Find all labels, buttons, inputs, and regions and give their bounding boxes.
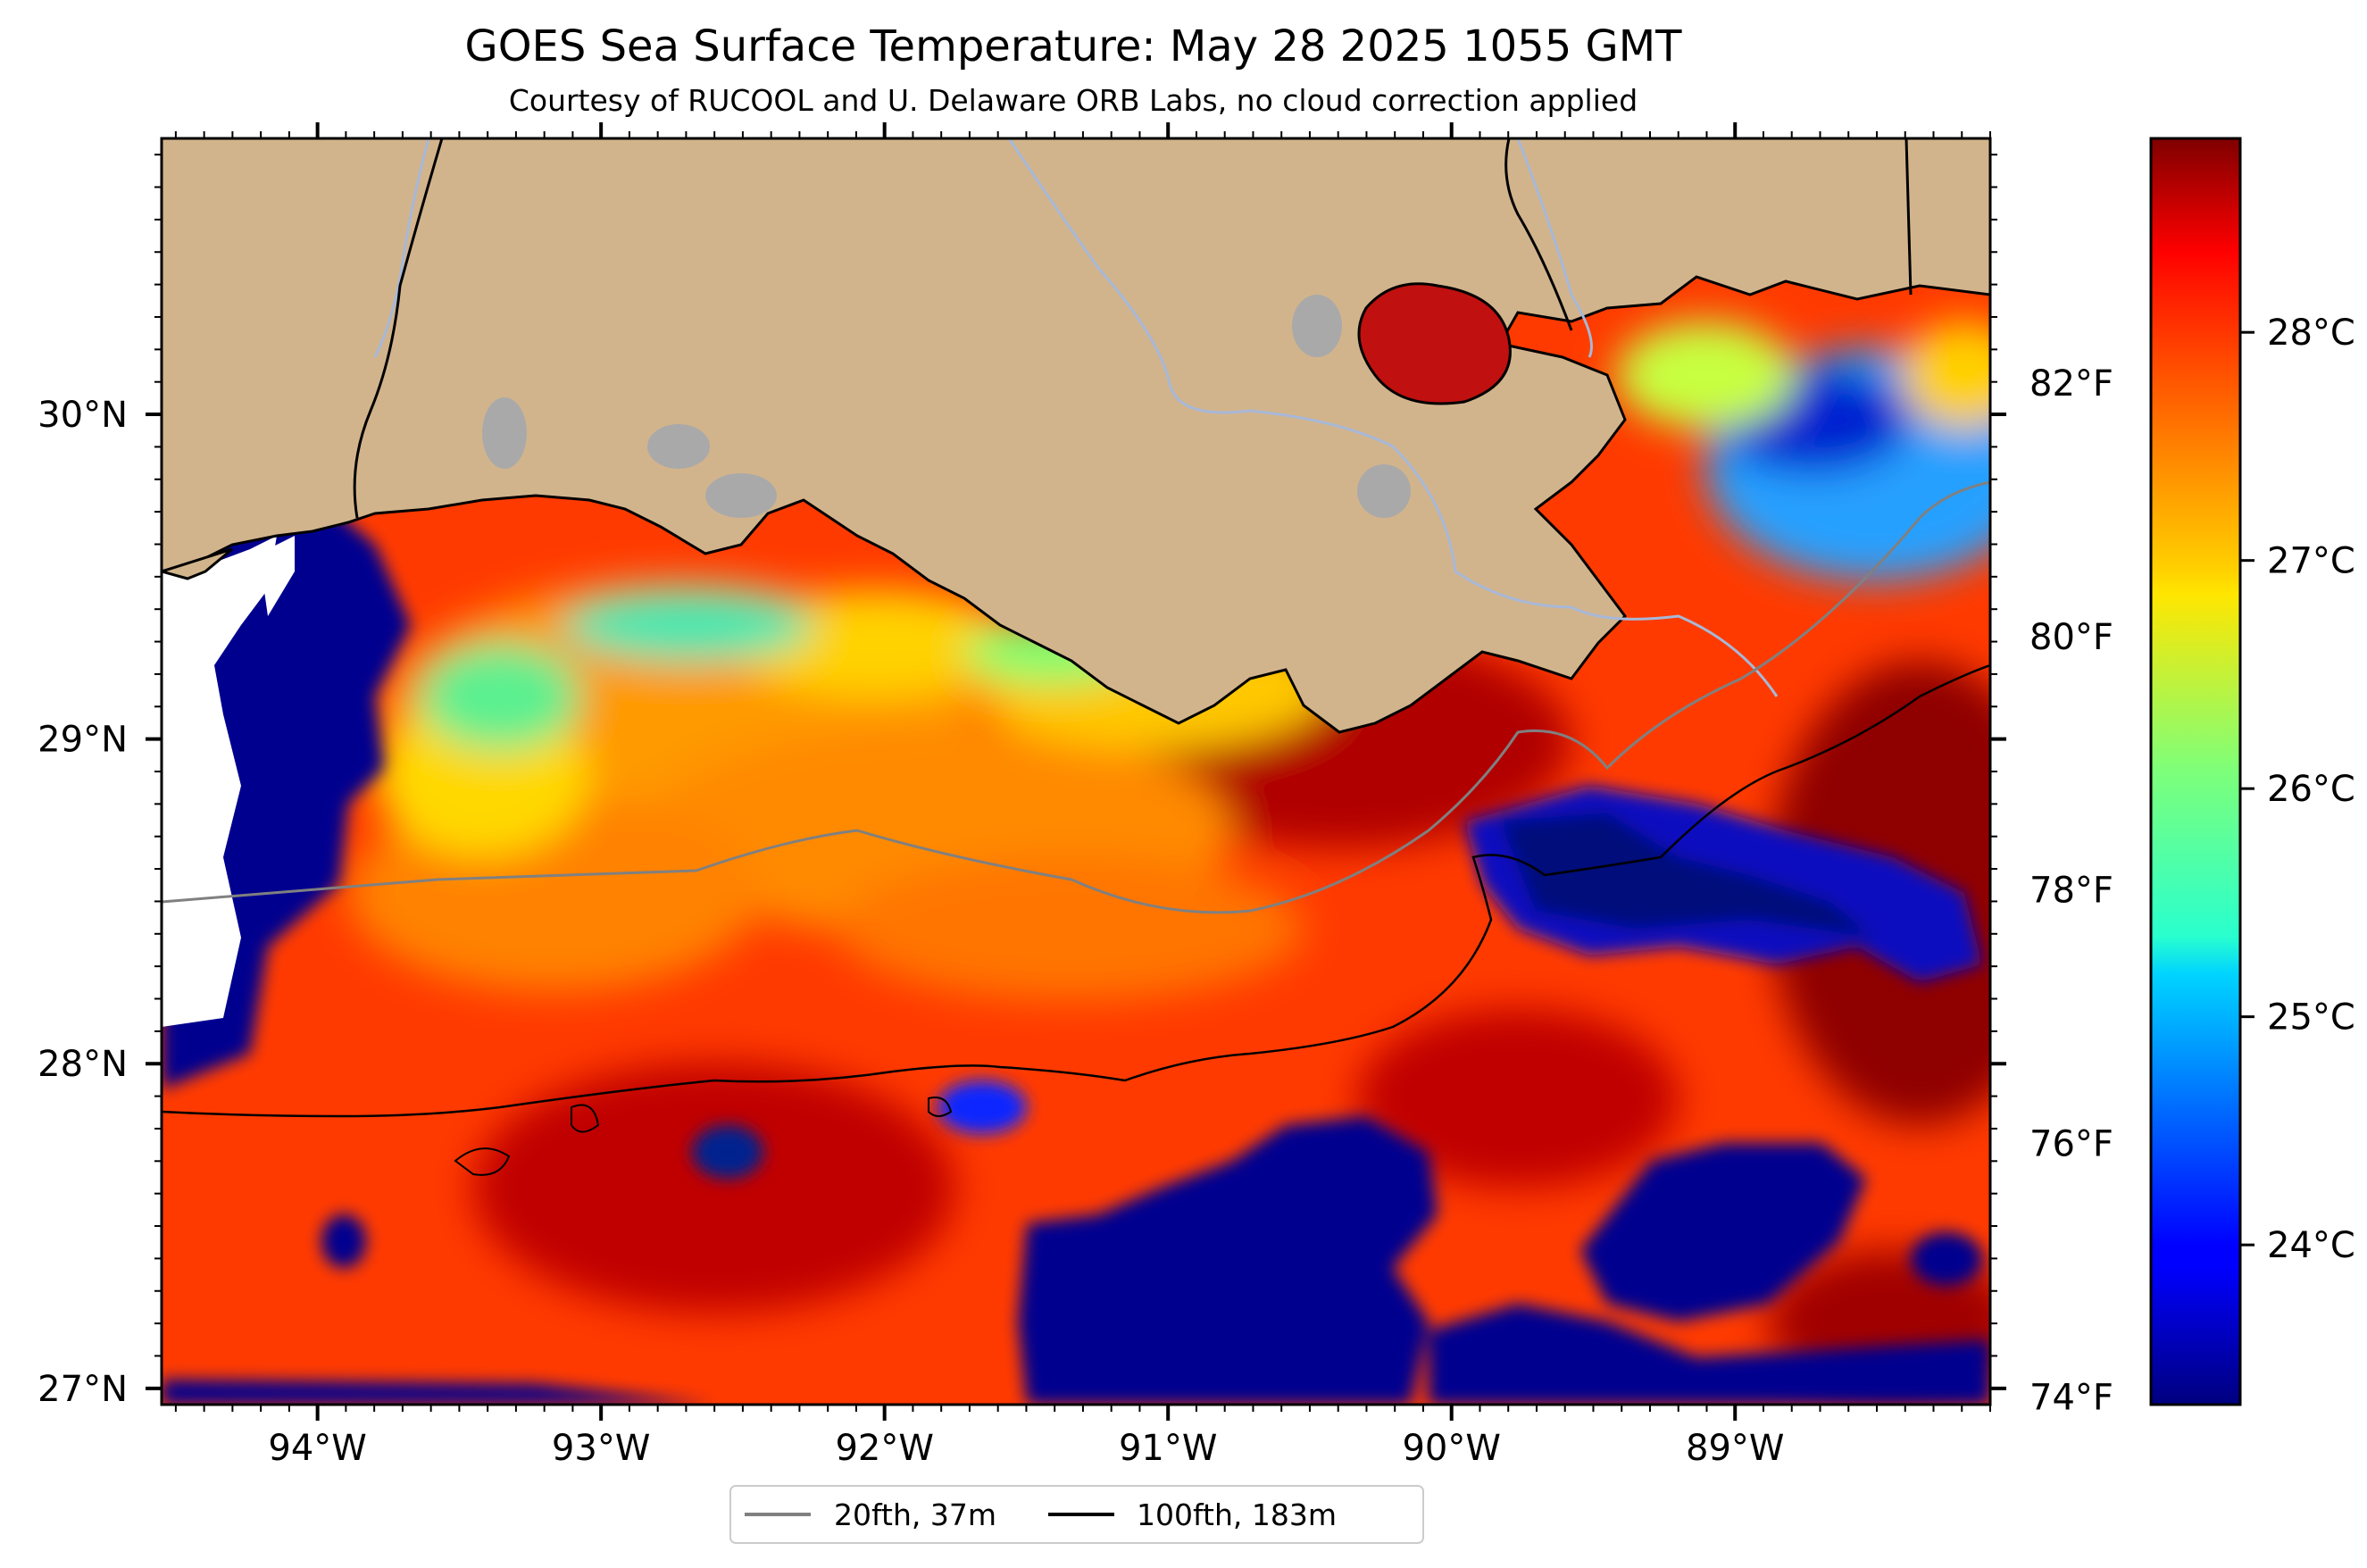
- lat-tick-label: 30°N: [38, 395, 128, 436]
- celsius-tick-label: 28°C: [2267, 313, 2355, 354]
- land-louisiana: [162, 138, 1990, 734]
- colorbar: 24°C 25°C 26°C 27°C 28°C: [2149, 137, 2355, 1406]
- lon-tick-label: 92°W: [835, 1428, 933, 1469]
- lon-tick-label: 90°W: [1402, 1428, 1500, 1469]
- fahrenheit-tick-label: 74°F: [2029, 1377, 2113, 1418]
- fahrenheit-ticks: 74°F 76°F 78°F 80°F 82°F: [2029, 363, 2113, 1419]
- lon-tick-label: 89°W: [1686, 1428, 1784, 1469]
- celsius-tick-label: 27°C: [2267, 541, 2355, 582]
- state-borders: [353, 138, 1913, 519]
- celsius-tick-label: 25°C: [2267, 997, 2355, 1038]
- fahrenheit-tick-label: 78°F: [2029, 871, 2113, 912]
- lon-tick-label: 93°W: [552, 1428, 650, 1469]
- contour-100fth-islands: [454, 1097, 953, 1176]
- rivers: [373, 138, 1779, 697]
- sst-map: [162, 138, 1990, 1405]
- missing-data: [162, 536, 295, 1027]
- legend-label-100fth: 100fth, 183m: [1137, 1497, 1337, 1532]
- land-coast-west: [162, 547, 233, 580]
- colorbar-gradient: [2149, 137, 2242, 1406]
- legend: 20fth, 37m 100fth, 183m: [729, 1485, 1424, 1544]
- fahrenheit-tick-label: 76°F: [2029, 1124, 2113, 1165]
- latitude-ticks: 27°N 28°N 29°N 30°N: [38, 154, 2006, 1410]
- legend-label-20fth: 20fth, 37m: [834, 1497, 996, 1532]
- contour-100fth: [162, 663, 1990, 1118]
- lakes: [482, 282, 1512, 518]
- lon-tick-label: 91°W: [1119, 1428, 1217, 1469]
- map-title: GOES Sea Surface Temperature: May 28 202…: [465, 21, 1683, 71]
- colorbar-celsius-ticks: 24°C 25°C 26°C 27°C 28°C: [2240, 313, 2355, 1266]
- contour-20fth: [162, 480, 1990, 914]
- celsius-tick-label: 26°C: [2267, 769, 2355, 810]
- lat-tick-label: 27°N: [38, 1369, 128, 1410]
- longitude-ticks: 94°W 93°W 92°W 91°W 90°W 89°W: [174, 122, 1991, 1469]
- fahrenheit-tick-label: 80°F: [2029, 617, 2113, 658]
- lon-tick-label: 94°W: [268, 1428, 366, 1469]
- map-subtitle: Courtesy of RUCOOL and U. Delaware ORB L…: [509, 83, 1638, 118]
- lat-tick-label: 28°N: [38, 1044, 128, 1085]
- celsius-tick-label: 24°C: [2267, 1225, 2355, 1266]
- cold-water-patches: [162, 500, 1990, 1405]
- lat-tick-label: 29°N: [38, 720, 128, 761]
- fahrenheit-tick-label: 82°F: [2029, 363, 2113, 405]
